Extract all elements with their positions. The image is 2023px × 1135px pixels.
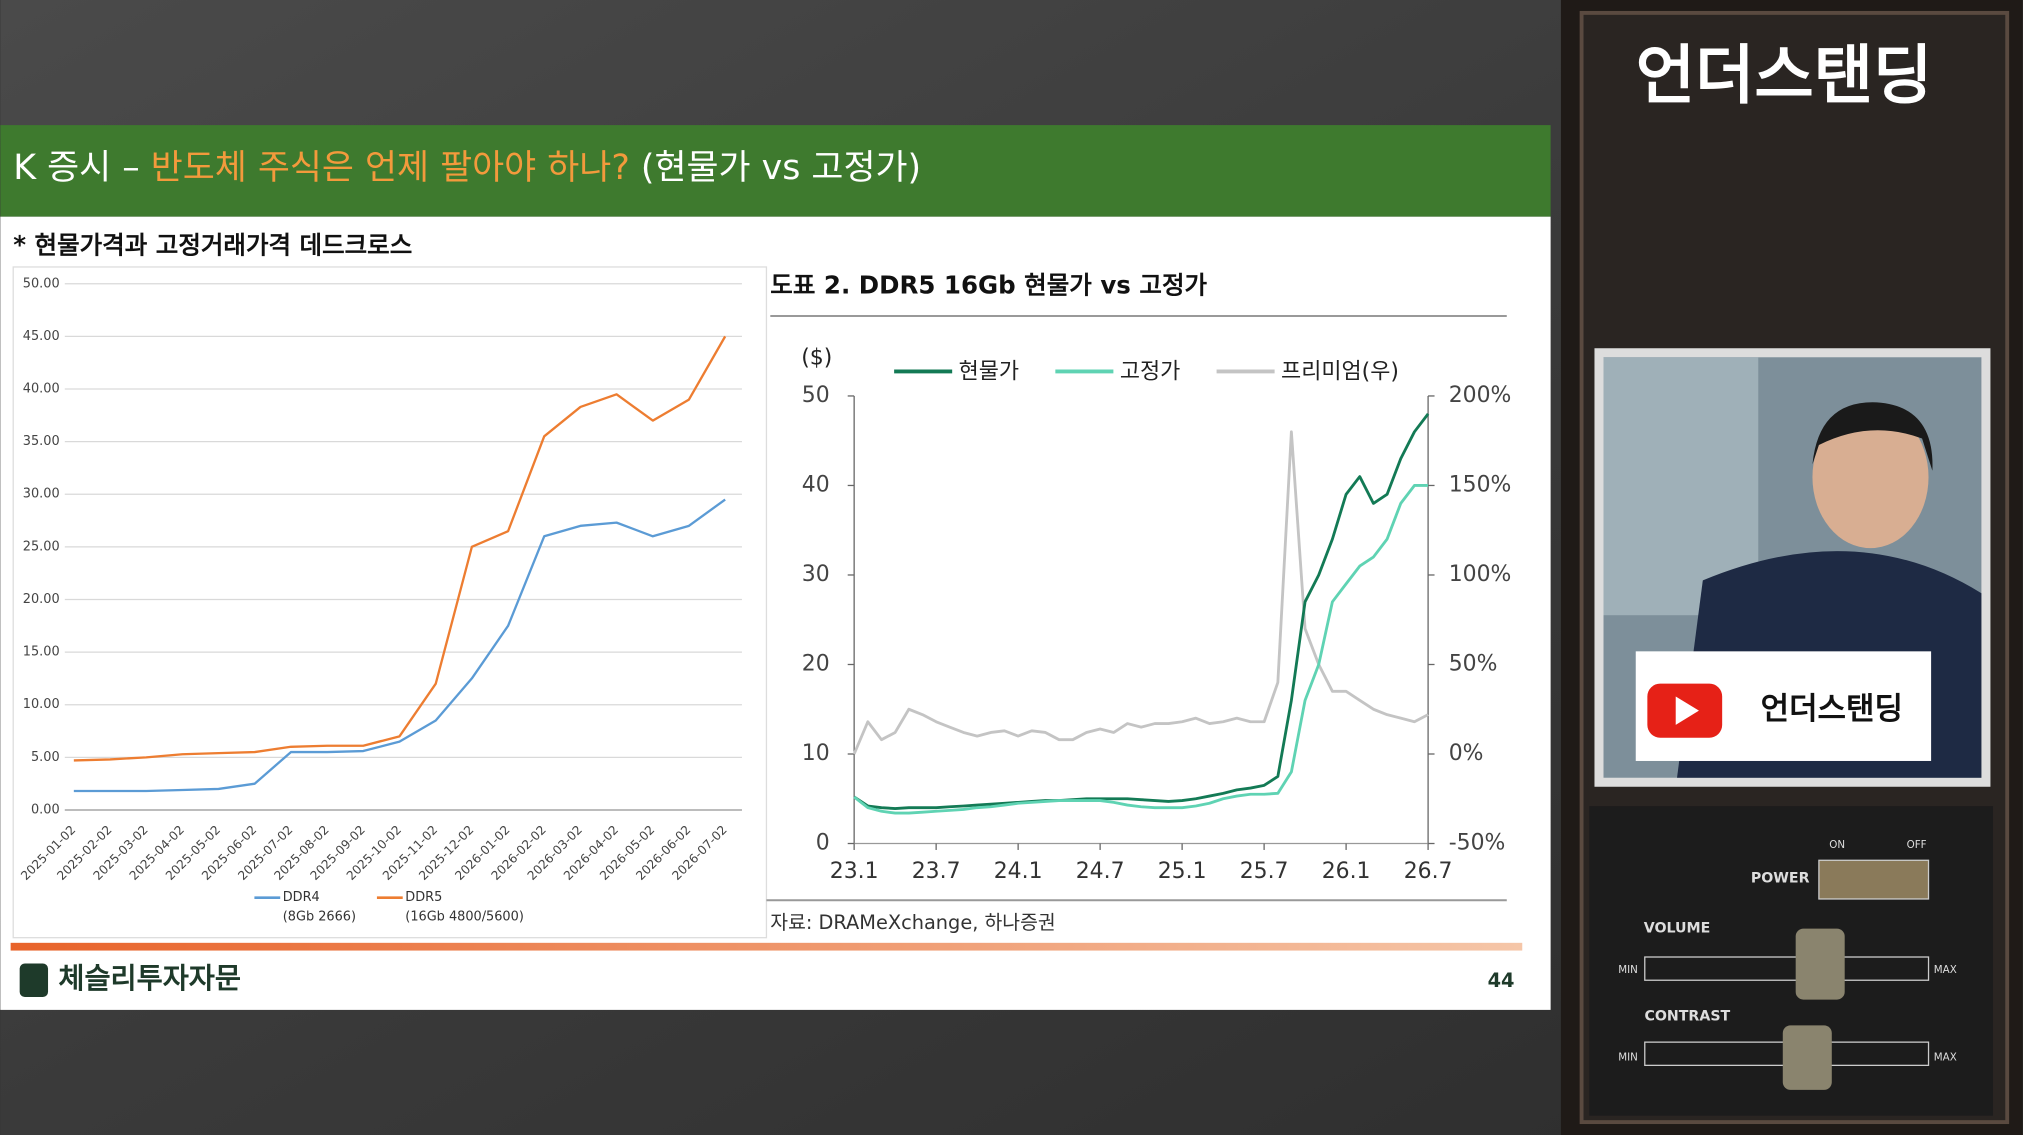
y-tick-label: 20 xyxy=(802,651,830,676)
y2-tick-label: -50% xyxy=(1449,831,1506,856)
x-tick-label: 24.1 xyxy=(994,859,1043,884)
legend-label: 고정가 xyxy=(1120,360,1180,385)
x-tick-label: 24.7 xyxy=(1076,859,1125,884)
left-chart-frame xyxy=(12,266,768,939)
y-tick-label: 45.00 xyxy=(23,329,60,344)
badge-text: 언더스탠딩 xyxy=(1761,691,1903,727)
y-tick-label: 30.00 xyxy=(23,487,60,502)
channel-title: 언더스탠딩 xyxy=(1636,39,1933,114)
y-tick-label: 10 xyxy=(802,741,830,766)
panel-label: MAX xyxy=(1934,964,1957,976)
y-tick-label: 35.00 xyxy=(23,434,60,449)
x-tick-label: 23.7 xyxy=(912,859,961,884)
page-number: 44 xyxy=(1488,969,1515,992)
y-tick-label: 50.00 xyxy=(23,276,60,291)
header-prefix: K 증시 – xyxy=(13,148,150,188)
legend-note: (8Gb 2666) xyxy=(283,910,356,925)
series-line xyxy=(853,484,1429,815)
panel-label: OFF xyxy=(1907,839,1927,851)
series-line xyxy=(853,413,1430,810)
panel-label: CONTRAST xyxy=(1644,1008,1730,1024)
y-tick-label: 20.00 xyxy=(23,592,60,607)
y2-tick-label: 50% xyxy=(1449,651,1498,676)
logo-icon xyxy=(19,963,49,997)
accent-bar xyxy=(10,942,1523,951)
subtitle: * 현물가격과 고정거래가격 데드크로스 xyxy=(13,230,412,259)
y-tick-label: 0 xyxy=(816,831,830,856)
power-switch xyxy=(1818,859,1930,900)
header-suffix: (현물가 vs 고정가) xyxy=(630,148,921,188)
legend-label: 현물가 xyxy=(959,360,1019,385)
header-highlight: 반도체 주식은 언제 팔아야 하나? xyxy=(151,148,630,188)
contrast-knob xyxy=(1782,1025,1832,1090)
panel-label: MAX xyxy=(1934,1052,1957,1064)
y2-tick-label: 200% xyxy=(1449,383,1512,408)
y-tick-label: 15.00 xyxy=(23,645,60,660)
y-tick-label: 40.00 xyxy=(23,381,60,396)
x-tick-label: 26.1 xyxy=(1322,859,1371,884)
legend-note: (16Gb 4800/5600) xyxy=(405,910,524,925)
volume-knob xyxy=(1795,928,1845,1000)
slide xyxy=(0,216,1551,1010)
volume-slot xyxy=(1644,956,1930,981)
x-tick-label: 26.7 xyxy=(1404,859,1453,884)
series-line xyxy=(73,498,726,793)
panel-label: MIN xyxy=(1618,964,1638,976)
y2-tick-label: 0% xyxy=(1449,741,1484,766)
play-icon xyxy=(1675,696,1699,725)
x-tick-label: 25.7 xyxy=(1240,859,1289,884)
x-tick-label: 23.1 xyxy=(830,859,879,884)
panel-label: POWER xyxy=(1751,870,1810,886)
legend-label: DDR5 xyxy=(405,890,442,905)
x-tick-label: 25.1 xyxy=(1158,859,1207,884)
y-tick-label: 30 xyxy=(802,562,830,587)
y-tick-label: 10.00 xyxy=(23,697,60,712)
series-line xyxy=(73,335,727,762)
legend-label: DDR4 xyxy=(283,890,320,905)
chart-title: 도표 2. DDR5 16Gb 현물가 vs 고정가 xyxy=(770,270,1207,299)
header-bar xyxy=(0,125,1551,217)
legend-label: 프리미엄(우) xyxy=(1281,360,1399,385)
y-unit: ($) xyxy=(801,346,832,371)
panel-label: MIN xyxy=(1618,1052,1638,1064)
y-tick-label: 40 xyxy=(802,472,830,497)
panel-label: ON xyxy=(1829,839,1845,851)
y-tick-label: 5.00 xyxy=(31,750,60,765)
header-title: K 증시 – 반도체 주식은 언제 팔아야 하나? (현물가 vs 고정가) xyxy=(13,148,921,188)
person-hair xyxy=(1812,402,1933,471)
person-head xyxy=(1812,406,1929,549)
panel-label: VOLUME xyxy=(1644,921,1711,937)
y-tick-label: 0.00 xyxy=(31,802,60,817)
series-line xyxy=(852,430,1429,755)
source: 자료: DRAMeXchange, 하나증권 xyxy=(770,911,1055,934)
y2-tick-label: 150% xyxy=(1449,472,1512,497)
y2-tick-label: 100% xyxy=(1449,562,1512,587)
company-name: 체슬리투자자문 xyxy=(58,962,241,995)
y-tick-label: 50 xyxy=(802,383,830,408)
y-tick-label: 25.00 xyxy=(23,539,60,554)
